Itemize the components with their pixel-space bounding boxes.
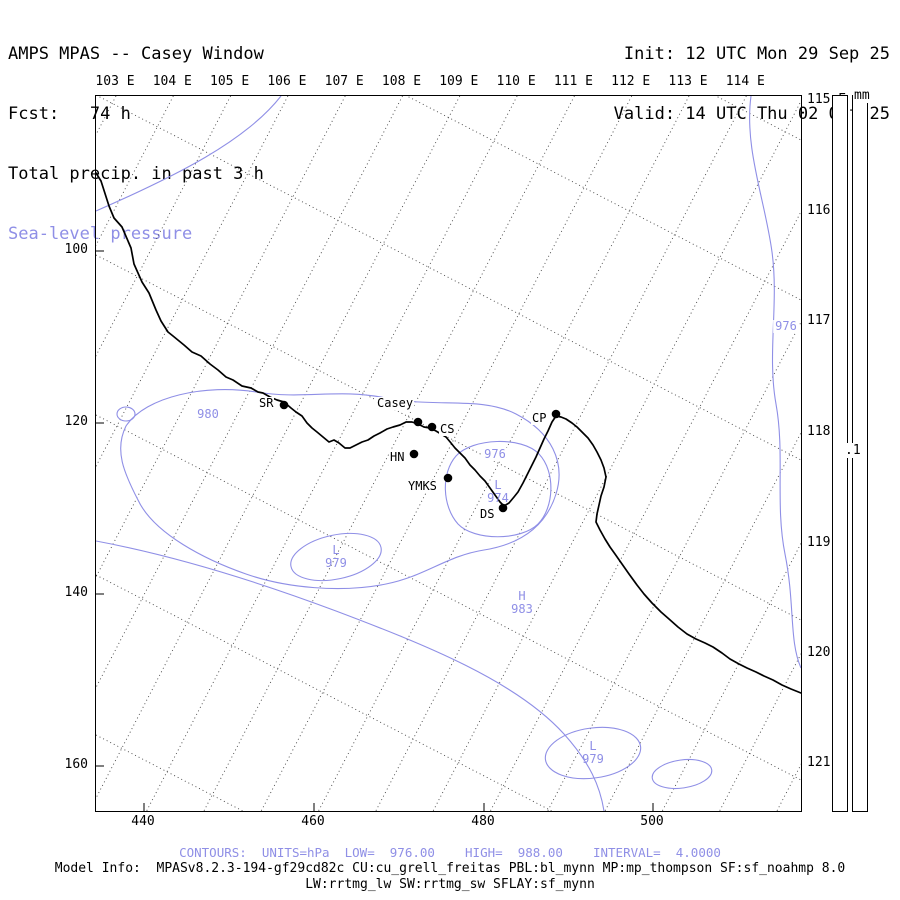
pressure-contour — [444, 440, 552, 538]
init-time-label: Init: 12 UTC Mon 29 Sep 25 — [623, 44, 890, 64]
colorbar-tick-label: .1 — [844, 443, 862, 458]
grid-label-bottom: 440 — [131, 814, 155, 829]
map-frame: SR Casey CS HN YMKS DS CP L 974 L 979 H 983 L 979 980 97… — [95, 95, 802, 812]
station-label-casey: Casey — [376, 396, 415, 410]
station-label-cp: CP — [531, 411, 548, 425]
plot-title: AMPS MPAS -- Casey Window — [8, 44, 264, 64]
grid-label-left: 120 — [64, 414, 88, 429]
lon-label-top: 109 E — [439, 74, 479, 89]
pressure-contour — [116, 406, 136, 422]
lon-label-top: 111 E — [553, 74, 593, 89]
forecast-hour-label: Fcst: 74 h — [8, 104, 131, 124]
station-dot-ymks — [443, 473, 453, 483]
contour-info-line: CONTOURS: UNITS=hPa LOW= 976.00 HIGH= 98… — [179, 845, 721, 860]
pressure-contour — [96, 96, 282, 212]
station-dot-ds — [498, 503, 508, 513]
map-overlay: SR Casey CS HN YMKS DS CP L 974 L 979 H 983 L 979 980 97… — [96, 96, 801, 811]
station-dot-sr — [279, 400, 289, 410]
parallel-line — [96, 734, 244, 811]
pressure-center-h: H 983 — [511, 590, 533, 616]
model-info-line: Model Info: MPASv8.2.3-194-gf29cd82c CU:… — [54, 861, 846, 876]
station-label-ds: DS — [479, 507, 496, 521]
station-label-hn: HN — [389, 450, 406, 464]
pressure-center-letter: L — [332, 543, 340, 557]
parallel-line — [96, 414, 801, 781]
pressure-center-l: L 974 — [487, 479, 509, 505]
contour-value-label: 980 — [195, 407, 221, 421]
grid-label-left: 160 — [64, 757, 88, 772]
pressure-center-letter: L — [494, 478, 502, 492]
header-right: Init: 12 UTC Mon 29 Sep 25 Valid: 14 UTC… — [614, 4, 890, 164]
pressure-contour — [290, 532, 382, 582]
map-svg — [96, 96, 801, 811]
lon-label-top: 107 E — [324, 74, 364, 89]
pressure-contour — [749, 96, 801, 669]
station-label-ymks: YMKS — [407, 479, 438, 493]
parallel-line — [405, 96, 801, 301]
station-dot-hn — [409, 449, 419, 459]
colorbar-units-label: mm — [853, 88, 871, 103]
field-slp-label: Sea-level pressure — [8, 224, 193, 244]
coastline — [96, 172, 801, 694]
pressure-center-l: L 979 — [582, 740, 604, 766]
field-precip-label: Total precip. in past 3 h — [8, 164, 264, 184]
lon-label-top: 108 E — [381, 74, 422, 89]
valid-time-label: Valid: 14 UTC Thu 02 Oct 25 — [613, 104, 890, 124]
station-label-sr: SR — [258, 396, 275, 410]
parallel-line — [96, 574, 553, 811]
lon-label-top: 110 E — [496, 74, 536, 89]
pressure-center-letter: L — [589, 739, 597, 753]
pressure-center-value: 974 — [487, 491, 509, 505]
parallel-line — [96, 96, 801, 461]
model-physics-line: LW:rrtmg_lw SW:rrtmg_sw SFLAY:sf_mynn — [305, 877, 595, 892]
grid-label-bottom: 480 — [471, 814, 495, 829]
station-label-cs: CS — [439, 422, 456, 436]
pressure-contour — [96, 540, 605, 811]
parallel-line — [96, 254, 801, 621]
contour-value-label: 976 — [773, 319, 799, 333]
contour-value-label: 976 — [482, 447, 508, 461]
grid-label-bottom: 460 — [301, 814, 325, 829]
pressure-center-value: 979 — [582, 752, 604, 766]
grid-label-left: 140 — [64, 585, 88, 600]
pressure-contour — [544, 726, 642, 780]
station-dot-cs — [427, 422, 437, 432]
lon-label-top: 106 E — [267, 74, 307, 89]
pressure-contour — [651, 758, 713, 790]
station-dot-casey — [413, 417, 423, 427]
pressure-center-value: 983 — [511, 602, 533, 616]
grid-label-bottom: 500 — [640, 814, 664, 829]
pressure-center-letter: H — [518, 589, 526, 603]
header-left: AMPS MPAS -- Casey Window Fcst: 74 h Tot… — [8, 4, 264, 284]
station-dot-cp — [551, 409, 561, 419]
pressure-center-value: 979 — [325, 556, 347, 570]
pressure-center-l: L 979 — [325, 544, 347, 570]
